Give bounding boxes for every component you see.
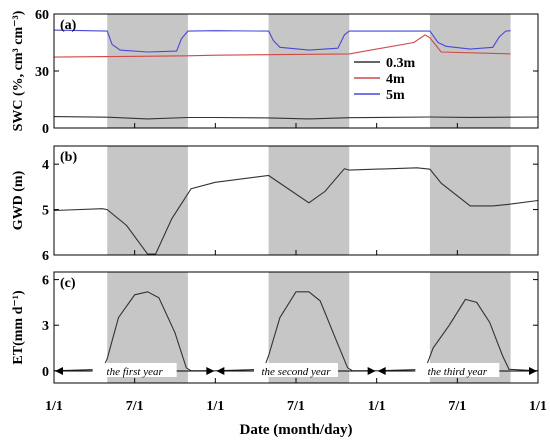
panel-label: (c)	[60, 276, 76, 291]
x-tick-label: 1/1	[45, 399, 63, 414]
x-tick-label: 7/1	[126, 399, 144, 414]
y-axis-label: GWD (m)	[11, 170, 26, 230]
x-tick-label: 7/1	[448, 399, 466, 414]
y-tick-label: 0	[42, 365, 49, 380]
series-line-5m	[53, 29, 511, 53]
series-line-4m	[53, 34, 511, 58]
y-tick-label: 0	[42, 122, 49, 137]
shaded-period	[107, 146, 188, 255]
shaded-period	[268, 146, 350, 255]
series-line-GWD	[53, 167, 539, 255]
legend-label: 0.3m	[386, 56, 416, 71]
y-axis-label: SWC (%, cm³ cm⁻³)	[11, 10, 26, 131]
year-arrow-head	[367, 367, 376, 375]
y-tick-label: 60	[35, 8, 49, 23]
series-line-ET	[53, 291, 539, 372]
panel-label: (b)	[60, 150, 77, 165]
legend-label: 4m	[386, 72, 405, 87]
y-tick-label: 5	[42, 204, 49, 219]
series-lines	[53, 29, 539, 372]
y-tick-label: 4	[42, 158, 49, 173]
year-arrow-head	[216, 367, 225, 375]
shaded-period	[268, 14, 350, 128]
y-tick-label: 30	[35, 65, 49, 80]
shaded-period	[107, 14, 188, 128]
x-axis-label: Date (month/day)	[240, 422, 353, 438]
y-axis-label: ET(mm d⁻¹)	[11, 290, 26, 365]
x-tick-label: 1/1	[529, 399, 547, 414]
shaded-period	[429, 146, 511, 255]
axis-ticks	[53, 13, 539, 383]
x-tick-label: 1/1	[368, 399, 386, 414]
x-tick-label: 1/1	[206, 399, 224, 414]
year-label-bg	[254, 363, 338, 377]
year-arrow-head	[529, 367, 537, 375]
year-label-bg	[92, 363, 177, 377]
series-line-0.3m	[53, 116, 539, 120]
panel-label: (a)	[60, 18, 77, 33]
year-arrow-head	[377, 367, 386, 375]
y-tick-label: 3	[42, 319, 49, 334]
year-label: the third year	[428, 366, 488, 378]
year-arrow-head	[55, 367, 63, 375]
shaded-period	[429, 14, 511, 128]
y-tick-label: 6	[42, 274, 49, 289]
year-label: the first year	[107, 366, 164, 378]
growing-season-shading	[107, 14, 511, 383]
y-tick-label: 6	[42, 249, 49, 264]
year-label: the second year	[261, 366, 331, 378]
year-arrow-head	[206, 367, 215, 375]
year-label-bg	[415, 363, 500, 377]
x-tick-label: 7/1	[287, 399, 305, 414]
legend-label: 5m	[386, 88, 405, 103]
